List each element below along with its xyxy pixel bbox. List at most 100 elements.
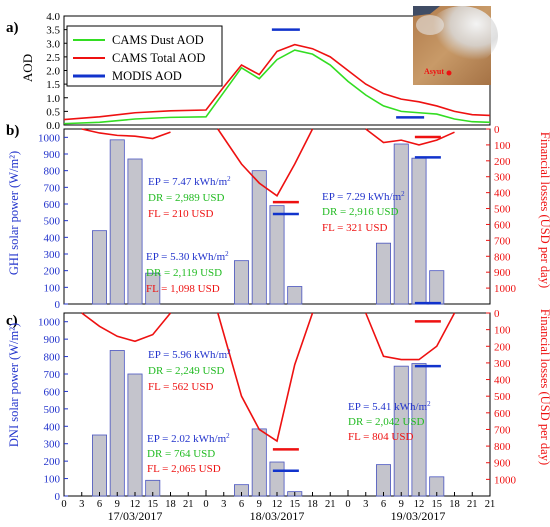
dr-b-3: DR = 2,916 USD: [322, 206, 399, 218]
date-label-2: 18/03/2017: [250, 509, 305, 523]
x-tick-label: 9: [399, 499, 404, 510]
panel-b-y2tick-label: 500: [494, 204, 511, 216]
panel-c-ytick-label: 0: [55, 491, 61, 503]
panel-c-y2tick-label: 100: [494, 325, 511, 337]
panel-b-ytick-label: 200: [44, 266, 61, 278]
x-tick-label: 21: [183, 499, 194, 510]
panel-b-bar: [233, 260, 249, 305]
panel-b-losses-line: [365, 128, 455, 146]
panel-a-ytick-label: 3.5: [46, 25, 60, 37]
panel-b-bar: [145, 272, 161, 305]
panel-c-y2tick-label: 600: [494, 408, 511, 420]
ep-b-3: EP = 7.29 kWh/m2: [322, 190, 405, 203]
panel-c-ytick-label: 200: [44, 456, 61, 468]
panel-a-ytick-label: 4.0: [46, 11, 60, 23]
panel-b-y2label: Financial losses (USD per day): [538, 132, 550, 288]
dr-c-3: DR = 2,042 USD: [348, 416, 425, 428]
panel-a-ytick-label: 2.5: [46, 52, 60, 64]
panel-b-tag: b): [6, 123, 19, 139]
dr-b-1: DR = 2,989 USD: [148, 192, 225, 204]
panel-b-ytick-label: 100: [44, 282, 61, 294]
panel-b-bar: [92, 230, 108, 305]
fl-c-2: FL = 2,065 USD: [147, 463, 221, 475]
panel-b-y2tick-label: 300: [494, 172, 511, 184]
panel-c-ytick-label: 400: [44, 421, 61, 433]
date-label-1: 17/03/2017: [108, 509, 163, 523]
x-tick-label: 18: [307, 499, 318, 510]
x-tick-label: 18: [449, 499, 460, 510]
panel-c-annotations: EP = 5.96 kWh/m2 DR = 2,249 USD FL = 562…: [147, 348, 431, 475]
panel-c-ytick-label: 300: [44, 439, 61, 451]
satellite-inset-map: Asyut: [413, 6, 498, 85]
panel-c-ytick-label: 100: [44, 474, 61, 486]
panel-c-y2tick-label: 300: [494, 358, 511, 370]
fl-c-1: FL = 562 USD: [148, 381, 213, 393]
x-tick-label: 21: [325, 499, 336, 510]
panel-b-ytick-label: 900: [44, 149, 61, 161]
panel-b-bar: [375, 242, 391, 305]
legend-label-dust: CAMS Dust AOD: [112, 33, 204, 47]
panel-b-y2tick-label: 1000: [494, 283, 517, 295]
x-tick-label: 6: [381, 499, 386, 510]
x-tick-label: 0: [61, 499, 66, 510]
panel-c-y2tick-label: 400: [494, 375, 511, 387]
panel-c-ytick-label: 1000: [38, 317, 61, 329]
panel-c-ylabel: DNI solar power (W/m²): [7, 323, 21, 447]
dr-b-2: DR = 2,119 USD: [146, 267, 222, 279]
panel-a-ytick-label: 3.0: [46, 38, 60, 50]
panel-c-y2tick-label: 700: [494, 424, 511, 436]
fl-b-2: FL = 1,098 USD: [146, 283, 220, 295]
map-cloud-2: [416, 15, 444, 35]
panel-a-ylabel: AOD: [20, 54, 35, 82]
cams-total-aod-line: [63, 43, 491, 121]
ep-b-2: EP = 5.30 kWh/m2: [146, 250, 229, 263]
panel-b-bar: [287, 286, 303, 305]
panel-b-ytick-label: 700: [44, 182, 61, 194]
asyut-marker: [446, 70, 452, 76]
x-tick-label: 15: [290, 499, 301, 510]
panel-c-losses-line: [81, 312, 172, 343]
panel-a-ytick-label: 1.0: [46, 93, 60, 105]
panel-b-ytick-label: 0: [55, 299, 61, 311]
panel-a-plot: 0.0 0.51.0 1.52.0 2.5 3.03.5 4.0: [46, 11, 491, 132]
panel-a-ytick-label: 0.0: [46, 120, 60, 132]
panel-c-y2tick-label: 1000: [494, 474, 517, 486]
panel-b-ytick-label: 800: [44, 166, 61, 178]
panel-c-y2tick-label: 900: [494, 458, 511, 470]
panel-b-y2tick-label: 600: [494, 219, 511, 231]
panel-b-ytick-label: 600: [44, 199, 61, 211]
panel-b-bar: [393, 143, 409, 305]
x-tick-label: 0: [345, 499, 350, 510]
panel-c-bar: [375, 464, 391, 497]
x-tick-label: 12: [414, 499, 425, 510]
dr-c-1: DR = 2,249 USD: [148, 365, 225, 377]
panel-b-ytick-label: 1000: [38, 132, 61, 144]
panel-c-ytick-label: 900: [44, 334, 61, 346]
panel-c-bar: [251, 428, 267, 497]
panel-b-bar: [109, 139, 125, 305]
panel-b-bar: [251, 170, 267, 305]
x-tick-label: 21: [485, 499, 496, 510]
date-label-3: 19/03/2017: [391, 509, 446, 523]
panel-c-y2tick-label: 500: [494, 391, 511, 403]
panel-c-losses-line: [365, 312, 456, 361]
panel-b-ytick-label: 300: [44, 249, 61, 261]
panel-b-bar: [429, 270, 445, 305]
legend-label-total: CAMS Total AOD: [112, 51, 205, 65]
fl-c-3: FL = 804 USD: [348, 431, 413, 443]
panel-c-bar: [127, 373, 143, 497]
panel-c-ytick-label: 700: [44, 369, 61, 381]
x-axis-ticks: 0 3 6 9 12 15 18 21 0 3 6 9 12 15 18 21 0 3 6 9 12 15 18 21 21: [61, 490, 495, 510]
x-tick-label: 21: [467, 499, 478, 510]
x-tick-label: 6: [97, 499, 102, 510]
legend-label-modis: MODIS AOD: [112, 69, 182, 83]
panel-b-ytick-label: 500: [44, 216, 61, 228]
panel-b-bar: [411, 157, 427, 305]
panel-b-y2tick-label: 900: [494, 267, 511, 279]
panel-c-y2tick-label: 800: [494, 441, 511, 453]
panel-b-ylabel: GHI solar power (W/m²): [7, 151, 21, 275]
panel-c-bar: [411, 363, 427, 497]
panel-c-ytick-label: 800: [44, 352, 61, 364]
panel-b-y2tick-label: 200: [494, 156, 511, 168]
